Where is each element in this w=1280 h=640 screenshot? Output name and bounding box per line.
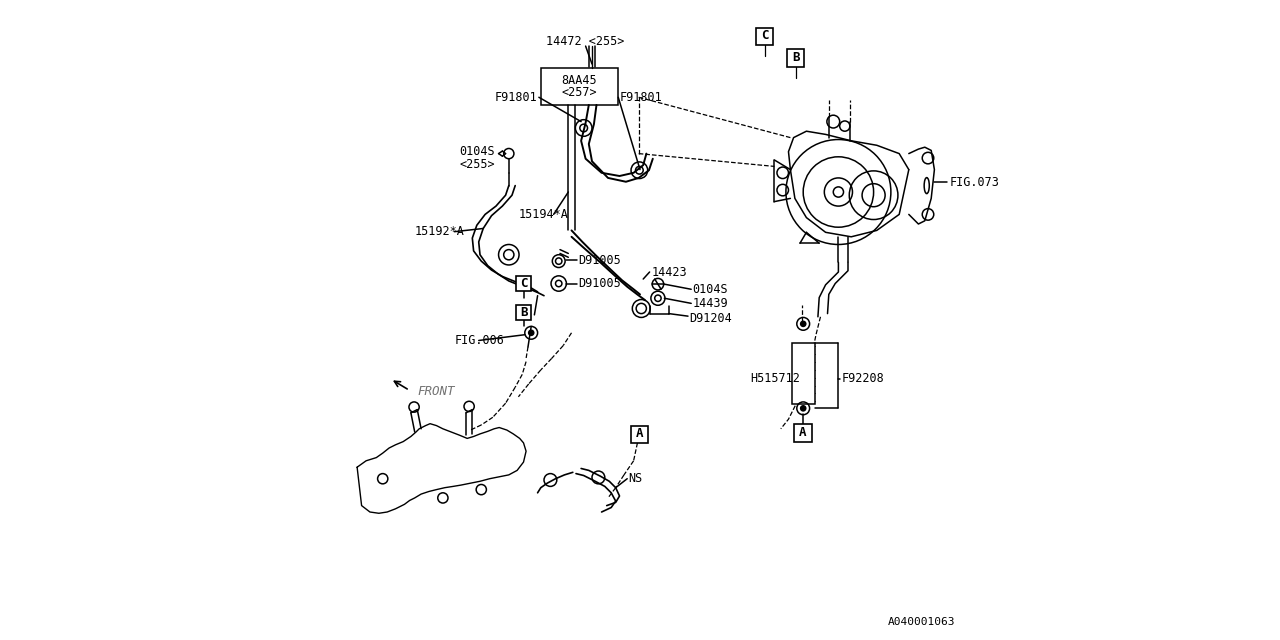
Text: 8AA45: 8AA45 — [562, 74, 596, 87]
Bar — [787, 49, 805, 67]
Text: A: A — [799, 426, 806, 439]
Text: D91204: D91204 — [689, 312, 732, 324]
Text: A: A — [636, 428, 644, 440]
Circle shape — [529, 330, 534, 335]
Text: 14439: 14439 — [692, 297, 728, 310]
Text: 14472 <255>: 14472 <255> — [547, 35, 625, 48]
Text: C: C — [762, 29, 768, 42]
Bar — [631, 426, 648, 443]
Text: FIG.073: FIG.073 — [950, 176, 1000, 189]
Bar — [755, 28, 773, 45]
Text: D91005: D91005 — [579, 277, 621, 290]
Bar — [791, 343, 815, 404]
Text: B: B — [792, 51, 800, 64]
Text: 14423: 14423 — [652, 266, 687, 278]
Text: H515712: H515712 — [750, 372, 800, 385]
Circle shape — [833, 187, 844, 197]
Bar — [516, 305, 531, 320]
Text: FRONT: FRONT — [417, 385, 454, 398]
Text: A040001063: A040001063 — [887, 617, 955, 627]
Circle shape — [801, 321, 806, 326]
Text: 15192*A: 15192*A — [415, 225, 465, 238]
Text: F91801: F91801 — [620, 91, 662, 104]
Bar — [540, 68, 617, 105]
Text: NS: NS — [628, 472, 643, 485]
Text: 0104S: 0104S — [460, 145, 495, 158]
Text: B: B — [520, 306, 527, 319]
Text: C: C — [520, 277, 527, 290]
Text: 15194*A: 15194*A — [518, 208, 568, 221]
Bar — [794, 424, 812, 442]
Text: D91005: D91005 — [579, 254, 621, 267]
Text: <257>: <257> — [562, 86, 596, 99]
Text: F91801: F91801 — [495, 91, 538, 104]
Text: <255>: <255> — [460, 158, 495, 171]
Circle shape — [801, 406, 806, 411]
Text: 0104S: 0104S — [692, 283, 728, 296]
Text: FIG.006: FIG.006 — [454, 334, 504, 347]
Bar — [516, 276, 531, 291]
Text: F92208: F92208 — [842, 372, 884, 385]
